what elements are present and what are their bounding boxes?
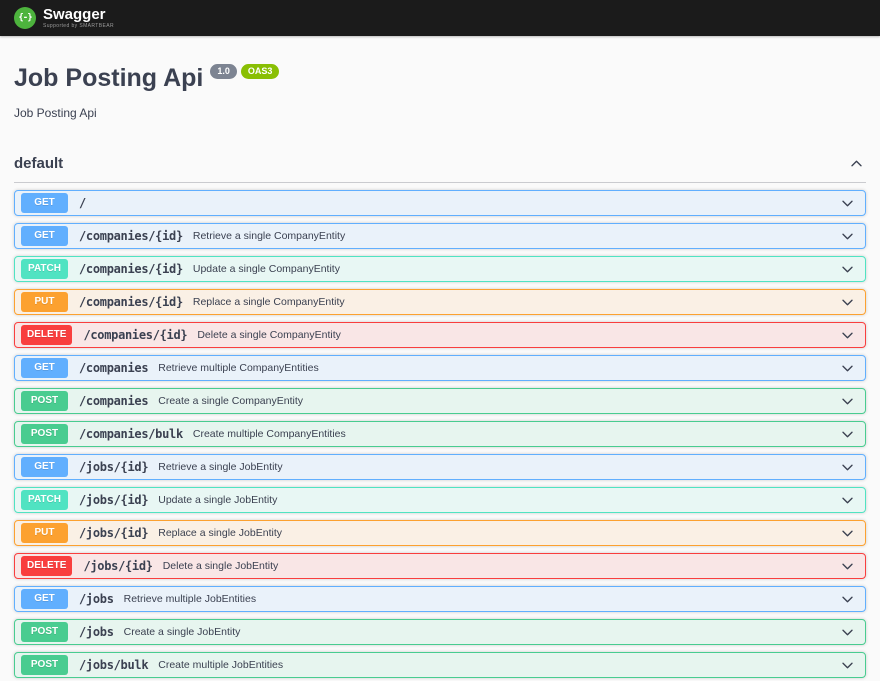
endpoint-path: /companies: [79, 361, 148, 375]
endpoint-path: /companies/{id}: [83, 328, 187, 342]
endpoint-path: /jobs/{id}: [79, 493, 148, 507]
chevron-down-icon[interactable]: [840, 493, 855, 508]
method-badge: PATCH: [21, 490, 68, 510]
swagger-logo-icon: {-}: [14, 7, 36, 29]
chevron-down-icon[interactable]: [840, 229, 855, 244]
endpoint-path: /jobs/{id}: [79, 460, 148, 474]
main-content: Job Posting Api 1.0 OAS3 Job Posting Api…: [0, 66, 880, 678]
endpoint-summary: Replace a single CompanyEntity: [193, 296, 345, 308]
endpoint-summary: Create multiple JobEntities: [158, 659, 283, 671]
endpoint-row[interactable]: GET /companies Retrieve multiple Company…: [14, 355, 866, 381]
chevron-up-icon[interactable]: [849, 156, 864, 171]
endpoint-path: /jobs/{id}: [83, 559, 152, 573]
endpoint-row[interactable]: PUT /jobs/{id} Replace a single JobEntit…: [14, 520, 866, 546]
endpoint-path: /jobs/{id}: [79, 526, 148, 540]
endpoint-summary: Create a single JobEntity: [124, 626, 241, 638]
chevron-down-icon[interactable]: [840, 328, 855, 343]
method-badge: POST: [21, 655, 68, 675]
method-badge: POST: [21, 424, 68, 444]
endpoint-path: /companies/{id}: [79, 262, 183, 276]
endpoint-path: /companies: [79, 394, 148, 408]
chevron-down-icon[interactable]: [840, 394, 855, 409]
endpoint-path: /jobs/bulk: [79, 658, 148, 672]
endpoint-path: /jobs: [79, 592, 114, 606]
endpoint-row[interactable]: GET /jobs Retrieve multiple JobEntities: [14, 586, 866, 612]
endpoint-row[interactable]: POST /jobs/bulk Create multiple JobEntit…: [14, 652, 866, 678]
method-badge: GET: [21, 589, 68, 609]
chevron-down-icon[interactable]: [840, 295, 855, 310]
endpoint-summary: Retrieve multiple JobEntities: [124, 593, 256, 605]
endpoint-summary: Delete a single CompanyEntity: [197, 329, 341, 341]
brand-supported-by: Supported by SMARTBEAR: [43, 23, 114, 30]
page-title: Job Posting Api 1.0 OAS3: [14, 66, 866, 91]
method-badge: PATCH: [21, 259, 68, 279]
chevron-down-icon[interactable]: [840, 559, 855, 574]
endpoint-list: GET / GET /companies/{id} Retrieve a sin…: [14, 190, 866, 678]
api-description: Job Posting Api: [14, 106, 866, 120]
chevron-down-icon[interactable]: [840, 196, 855, 211]
api-info: Job Posting Api 1.0 OAS3 Job Posting Api: [14, 66, 866, 120]
endpoint-row[interactable]: PATCH /companies/{id} Update a single Co…: [14, 256, 866, 282]
chevron-down-icon[interactable]: [840, 526, 855, 541]
endpoint-path: /jobs: [79, 625, 114, 639]
version-badge: 1.0: [210, 64, 237, 79]
topbar: {-} Swagger Supported by SMARTBEAR: [0, 0, 880, 36]
endpoint-summary: Retrieve a single CompanyEntity: [193, 230, 345, 242]
chevron-down-icon[interactable]: [840, 262, 855, 277]
endpoint-row[interactable]: GET /: [14, 190, 866, 216]
method-badge: DELETE: [21, 556, 72, 576]
chevron-down-icon[interactable]: [840, 460, 855, 475]
endpoint-row[interactable]: POST /companies/bulk Create multiple Com…: [14, 421, 866, 447]
endpoint-row[interactable]: DELETE /companies/{id} Delete a single C…: [14, 322, 866, 348]
endpoint-summary: Update a single CompanyEntity: [193, 263, 340, 275]
endpoint-summary: Update a single JobEntity: [158, 494, 277, 506]
method-badge: POST: [21, 391, 68, 411]
tag-name: default: [14, 155, 63, 172]
endpoint-path: /companies/{id}: [79, 229, 183, 243]
chevron-down-icon[interactable]: [840, 592, 855, 607]
swagger-logo[interactable]: {-} Swagger Supported by SMARTBEAR: [14, 7, 114, 30]
method-badge: GET: [21, 193, 68, 213]
method-badge: PUT: [21, 292, 68, 312]
endpoint-summary: Retrieve multiple CompanyEntities: [158, 362, 318, 374]
endpoint-path: /companies/{id}: [79, 295, 183, 309]
method-badge: GET: [21, 358, 68, 378]
chevron-down-icon[interactable]: [840, 427, 855, 442]
method-badge: PUT: [21, 523, 68, 543]
method-badge: GET: [21, 226, 68, 246]
method-badge: GET: [21, 457, 68, 477]
method-badge: POST: [21, 622, 68, 642]
method-badge: DELETE: [21, 325, 72, 345]
title-badges: 1.0 OAS3: [210, 64, 279, 79]
chevron-down-icon[interactable]: [840, 625, 855, 640]
brand-name: Swagger: [43, 7, 114, 24]
endpoint-row[interactable]: PATCH /jobs/{id} Update a single JobEnti…: [14, 487, 866, 513]
endpoint-summary: Create a single CompanyEntity: [158, 395, 303, 407]
endpoint-summary: Replace a single JobEntity: [158, 527, 282, 539]
endpoint-row[interactable]: POST /jobs Create a single JobEntity: [14, 619, 866, 645]
chevron-down-icon[interactable]: [840, 361, 855, 376]
endpoint-row[interactable]: POST /companies Create a single CompanyE…: [14, 388, 866, 414]
endpoint-row[interactable]: GET /companies/{id} Retrieve a single Co…: [14, 223, 866, 249]
endpoint-row[interactable]: PUT /companies/{id} Replace a single Com…: [14, 289, 866, 315]
endpoint-path: /companies/bulk: [79, 427, 183, 441]
endpoint-summary: Delete a single JobEntity: [163, 560, 279, 572]
tag-section-default: default GET / GET /companies/{id} Retrie…: [14, 146, 866, 678]
tag-default-header[interactable]: default: [14, 146, 866, 183]
api-title-text: Job Posting Api: [14, 66, 203, 91]
oas-badge: OAS3: [241, 64, 280, 79]
chevron-down-icon[interactable]: [840, 658, 855, 673]
endpoint-path: /: [79, 196, 86, 210]
endpoint-row[interactable]: GET /jobs/{id} Retrieve a single JobEnti…: [14, 454, 866, 480]
endpoint-summary: Create multiple CompanyEntities: [193, 428, 346, 440]
endpoint-row[interactable]: DELETE /jobs/{id} Delete a single JobEnt…: [14, 553, 866, 579]
endpoint-summary: Retrieve a single JobEntity: [158, 461, 282, 473]
